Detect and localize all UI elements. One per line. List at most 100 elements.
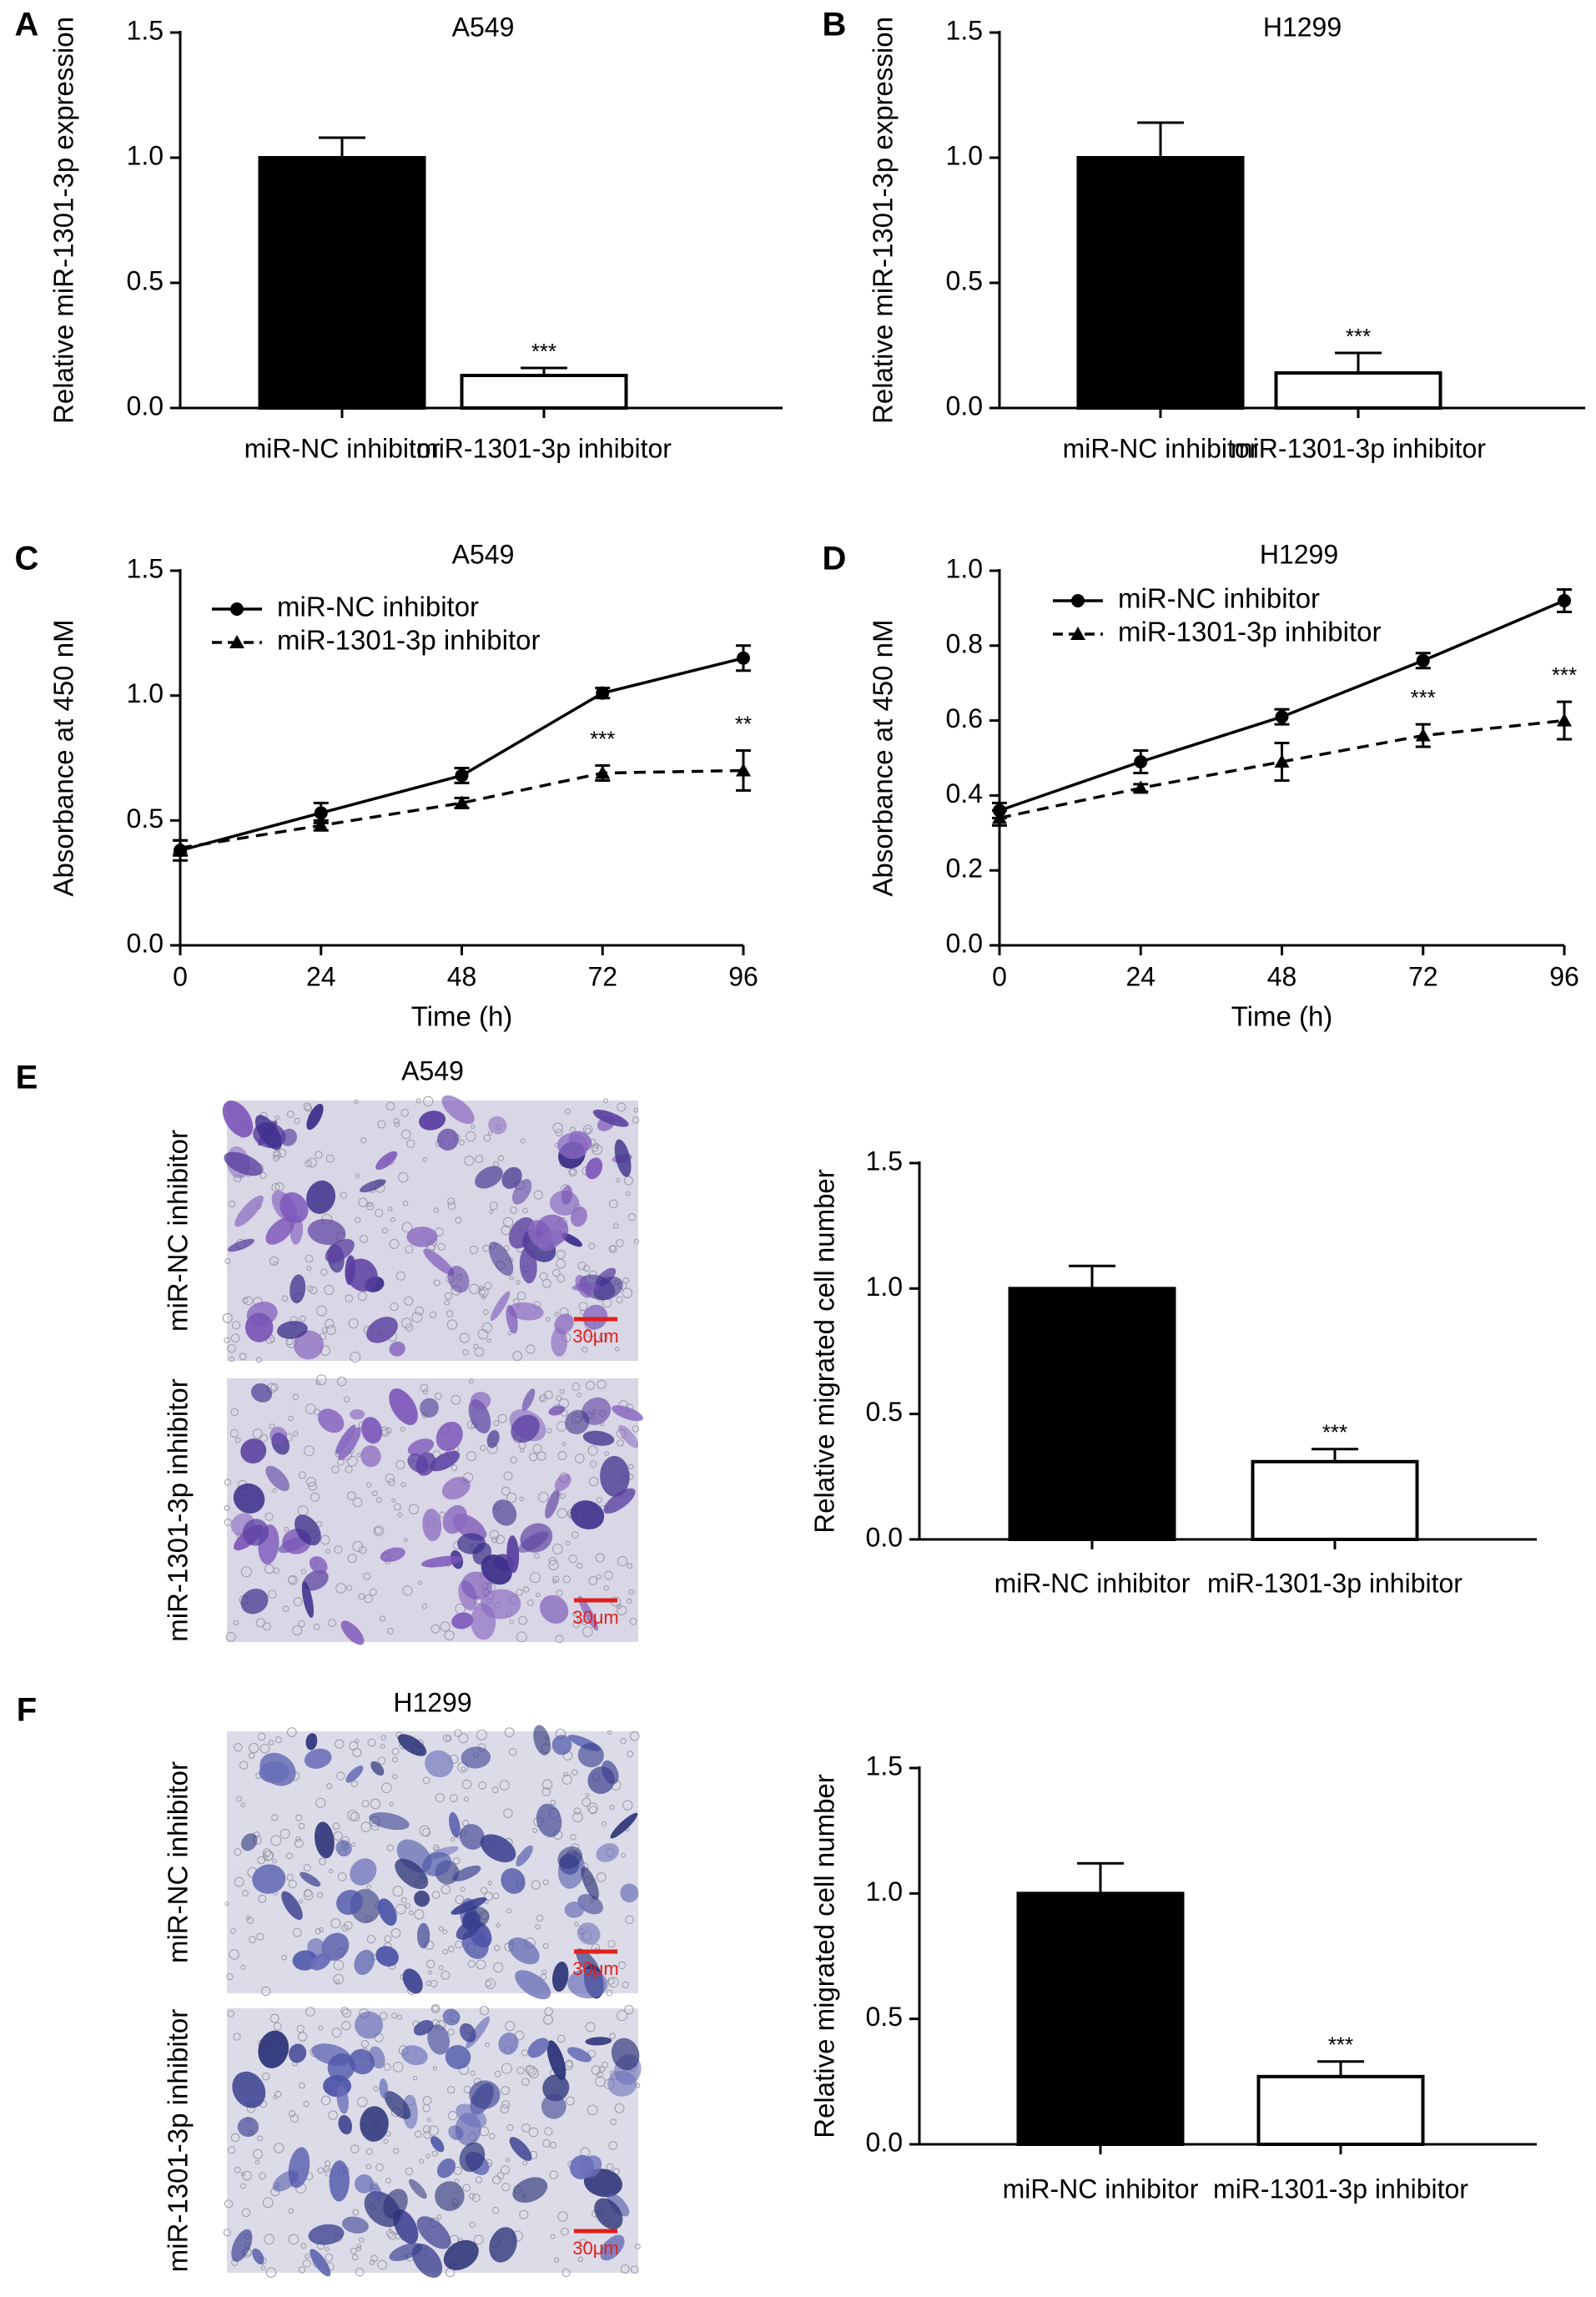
micrograph-speck xyxy=(541,1969,547,1975)
micrograph-speck xyxy=(411,1312,423,1323)
micrograph-speck xyxy=(242,1890,249,1897)
chart-title: A549 xyxy=(452,12,515,42)
micrograph-speck xyxy=(395,1271,405,1281)
panel-label: B xyxy=(823,7,847,43)
micrograph-speck xyxy=(500,2104,510,2113)
micrograph-speck xyxy=(495,1534,505,1544)
micrograph-speck xyxy=(519,2209,529,2219)
micrograph-speck xyxy=(494,1945,501,1952)
micrograph-speck xyxy=(294,1838,304,1848)
micrograph-speck xyxy=(425,2153,430,2158)
significance: *** xyxy=(531,339,556,364)
micrograph-cell xyxy=(436,1128,459,1151)
micrograph-speck xyxy=(551,1544,563,1554)
micrograph-speck xyxy=(582,1124,593,1135)
micrograph-cell xyxy=(359,1179,386,1193)
micrograph-speck xyxy=(572,1611,577,1617)
micrograph-cell xyxy=(407,1438,435,1456)
micrograph-cell xyxy=(587,1766,615,1795)
micrograph-cell xyxy=(470,1392,491,1410)
micrograph-speck xyxy=(451,1464,458,1471)
micrograph-speck xyxy=(485,2042,491,2048)
micrograph-cell xyxy=(508,1217,536,1249)
micrograph-speck xyxy=(273,1150,281,1157)
micrograph-speck xyxy=(288,2208,294,2214)
x-tick-label: 48 xyxy=(1267,961,1297,991)
micrograph-speck xyxy=(616,1178,621,1183)
micrograph-speck xyxy=(274,1736,283,1744)
micrograph-cell xyxy=(327,2053,355,2081)
micrograph-speck xyxy=(633,1107,639,1113)
micrograph-speck xyxy=(516,2066,525,2075)
micrograph-speck xyxy=(463,1796,469,1802)
micrograph-speck xyxy=(596,1574,602,1579)
micrograph-speck xyxy=(386,1844,394,1851)
micrograph-cell xyxy=(458,1580,477,1611)
micrograph-speck xyxy=(446,1319,458,1330)
micrograph-speck xyxy=(543,2014,554,2025)
micrograph-cell xyxy=(461,1746,491,1769)
micrograph-speck xyxy=(347,1491,356,1501)
micrograph-speck xyxy=(325,1549,331,1554)
micrograph-speck xyxy=(305,2007,315,2017)
chart-title: A549 xyxy=(452,539,515,569)
micrograph-speck xyxy=(348,1318,359,1329)
micrograph-speck xyxy=(394,1121,400,1127)
micrograph-speck xyxy=(334,1545,343,1554)
micrograph-speck xyxy=(585,2022,596,2033)
micrograph-speck xyxy=(355,1173,360,1179)
micrograph-speck xyxy=(539,1272,548,1281)
micrograph-speck xyxy=(480,1444,486,1451)
micrograph-speck xyxy=(480,1886,488,1894)
micrograph-speck xyxy=(469,1245,478,1255)
micrograph-speck xyxy=(501,2086,510,2095)
micrograph-row-label: miR-NC inhibitor xyxy=(163,1761,194,1963)
micrograph-speck xyxy=(272,1155,279,1162)
micrograph-speck xyxy=(604,1570,613,1580)
micrograph-speck xyxy=(448,2111,458,2121)
micrograph-speck xyxy=(565,2059,574,2068)
micrograph-speck xyxy=(286,1111,295,1118)
micrograph-speck xyxy=(295,1836,301,1842)
chart-title: H1299 xyxy=(1263,12,1342,42)
micrograph-cell xyxy=(511,1414,540,1443)
micrograph-speck xyxy=(557,2211,568,2222)
micrograph-cell xyxy=(259,1761,290,1784)
micrograph-speck xyxy=(308,1482,317,1491)
micrograph-speck xyxy=(224,1478,232,1486)
micrograph-speck xyxy=(242,1297,249,1304)
micrograph-row-label: miR-1301-3p inhibitor xyxy=(163,1378,194,1641)
micrograph-speck xyxy=(336,1771,345,1781)
micrograph-speck xyxy=(608,2141,618,2150)
micrograph-speck xyxy=(550,1800,556,1806)
micrograph-speck xyxy=(575,1453,585,1463)
micrograph-speck xyxy=(529,1572,541,1584)
y-tick-label: 1.0 xyxy=(127,678,164,708)
marker xyxy=(1134,754,1148,768)
micrograph-speck xyxy=(366,1202,375,1211)
micrograph-speck xyxy=(390,1217,395,1222)
micrograph-speck xyxy=(272,1488,277,1494)
micrograph-speck xyxy=(405,2167,414,2176)
micrograph-speck xyxy=(544,1390,553,1400)
x-tick-label: 24 xyxy=(1125,961,1155,991)
micrograph-cell xyxy=(346,1258,378,1292)
micrograph-cell xyxy=(442,1504,467,1534)
x-axis-label: Time (h) xyxy=(411,1001,513,1032)
micrograph-cell xyxy=(540,1594,569,1625)
micrograph-speck xyxy=(546,1317,551,1322)
micrograph-speck xyxy=(478,1286,484,1292)
micrograph-speck xyxy=(397,1512,403,1518)
micrograph-speck xyxy=(622,1981,629,1989)
micrograph-speck xyxy=(351,2254,359,2261)
x-tick-label: 72 xyxy=(587,961,617,991)
micrograph-speck xyxy=(357,1292,367,1302)
micrograph-speck xyxy=(431,2150,438,2157)
micrograph-speck xyxy=(624,2005,634,2015)
micrograph-speck xyxy=(223,2229,231,2237)
y-axis-label: Absorbance at 450 nM xyxy=(48,619,79,896)
micrograph-speck xyxy=(503,1471,513,1481)
micrograph-speck xyxy=(377,1756,386,1765)
micrograph-cell xyxy=(305,1733,318,1750)
y-tick-label: 0.0 xyxy=(866,2127,903,2157)
